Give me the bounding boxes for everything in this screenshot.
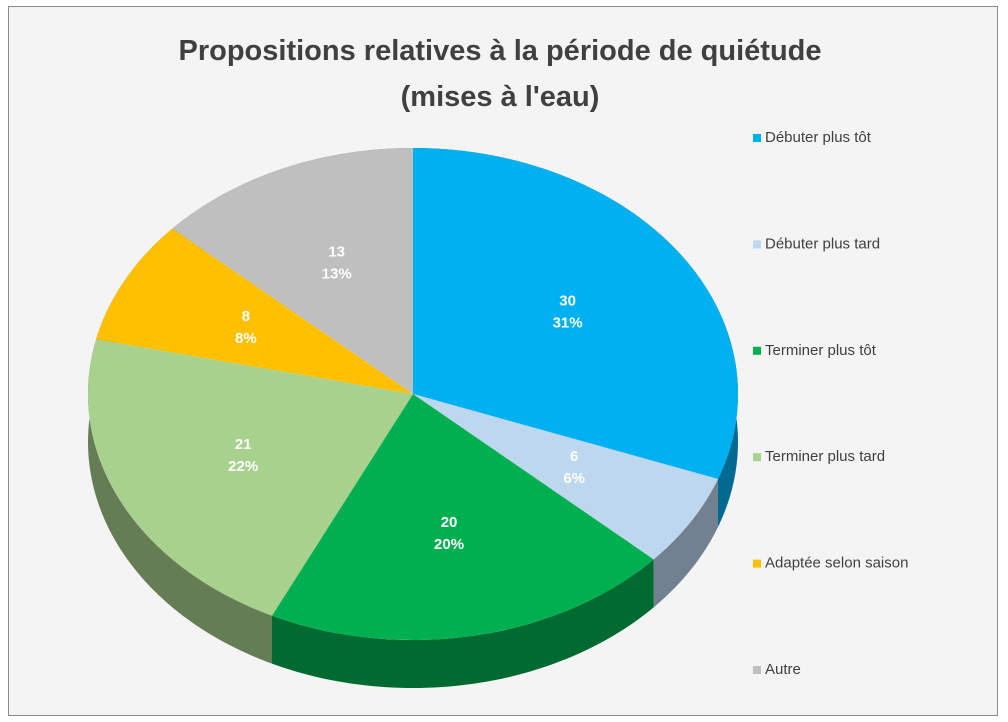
legend-label: Terminer plus tôt — [765, 342, 877, 359]
percent-label: 6% — [563, 470, 585, 487]
legend-swatch — [753, 346, 761, 355]
data-label: 30 — [559, 292, 576, 309]
percent-label: 22% — [228, 458, 258, 475]
slice — [413, 394, 719, 560]
slice — [271, 394, 654, 640]
data-label: 20 — [441, 514, 458, 531]
slice — [96, 228, 413, 394]
slice — [413, 148, 738, 479]
slice-side — [88, 339, 272, 664]
data-label: 6 — [570, 448, 578, 465]
legend-label: Autre — [765, 661, 801, 678]
legend-swatch — [753, 134, 761, 142]
slice — [87, 339, 414, 616]
chart-title: Propositions relatives à la période de q… — [178, 35, 822, 113]
legend-swatch — [753, 666, 761, 674]
percent-label: 20% — [434, 536, 464, 553]
percent-label: 13% — [322, 266, 352, 283]
data-label: 13 — [328, 244, 345, 261]
slice-side — [271, 559, 654, 688]
legend-swatch — [753, 240, 761, 249]
percent-label: 8% — [235, 330, 257, 347]
data-label: 8 — [242, 308, 250, 325]
data-label: 21 — [235, 436, 252, 453]
slice — [172, 148, 413, 394]
legend-label: Terminer plus tard — [765, 448, 885, 465]
legend-swatch — [753, 559, 761, 568]
percent-label: 31% — [553, 314, 583, 331]
legend-label: Débuter plus tard — [765, 235, 880, 252]
legend-label: Adaptée selon saison — [765, 555, 908, 572]
legend-label: Débuter plus tôt — [765, 129, 872, 146]
slice-side — [653, 478, 719, 608]
legend-swatch — [753, 453, 761, 462]
